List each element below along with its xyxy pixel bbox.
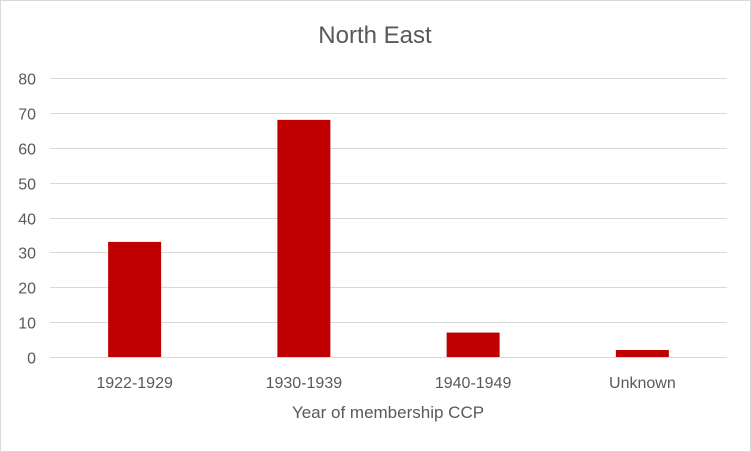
y-tick-label: 10 xyxy=(18,316,36,333)
gridlines xyxy=(50,78,727,358)
x-tick-label: Unknown xyxy=(609,375,676,392)
chart-title: North East xyxy=(318,22,432,49)
y-tick-label: 60 xyxy=(18,142,36,159)
y-tick-label: 80 xyxy=(18,72,36,89)
y-tick-label: 40 xyxy=(18,212,36,229)
y-tick-label: 30 xyxy=(18,246,36,263)
y-tick-label: 70 xyxy=(18,107,36,124)
bars xyxy=(108,119,669,357)
x-axis-ticks: 1922-1929 1930-1939 1940-1949 Unknown xyxy=(96,375,675,392)
x-tick-label: 1922-1929 xyxy=(96,375,173,392)
x-axis-title: Year of membership CCP xyxy=(292,403,484,422)
bar-1922-1929 xyxy=(108,241,162,357)
bar-unknown xyxy=(615,350,669,357)
y-tick-label: 20 xyxy=(18,281,36,298)
bar-1930-1939 xyxy=(277,119,331,357)
x-tick-label: 1930-1939 xyxy=(266,375,343,392)
y-axis-ticks: 0 10 20 30 40 50 60 70 80 xyxy=(18,72,36,368)
x-tick-label: 1940-1949 xyxy=(435,375,512,392)
y-tick-label: 0 xyxy=(27,351,36,368)
y-tick-label: 50 xyxy=(18,177,36,194)
bar-1940-1949 xyxy=(446,332,500,357)
